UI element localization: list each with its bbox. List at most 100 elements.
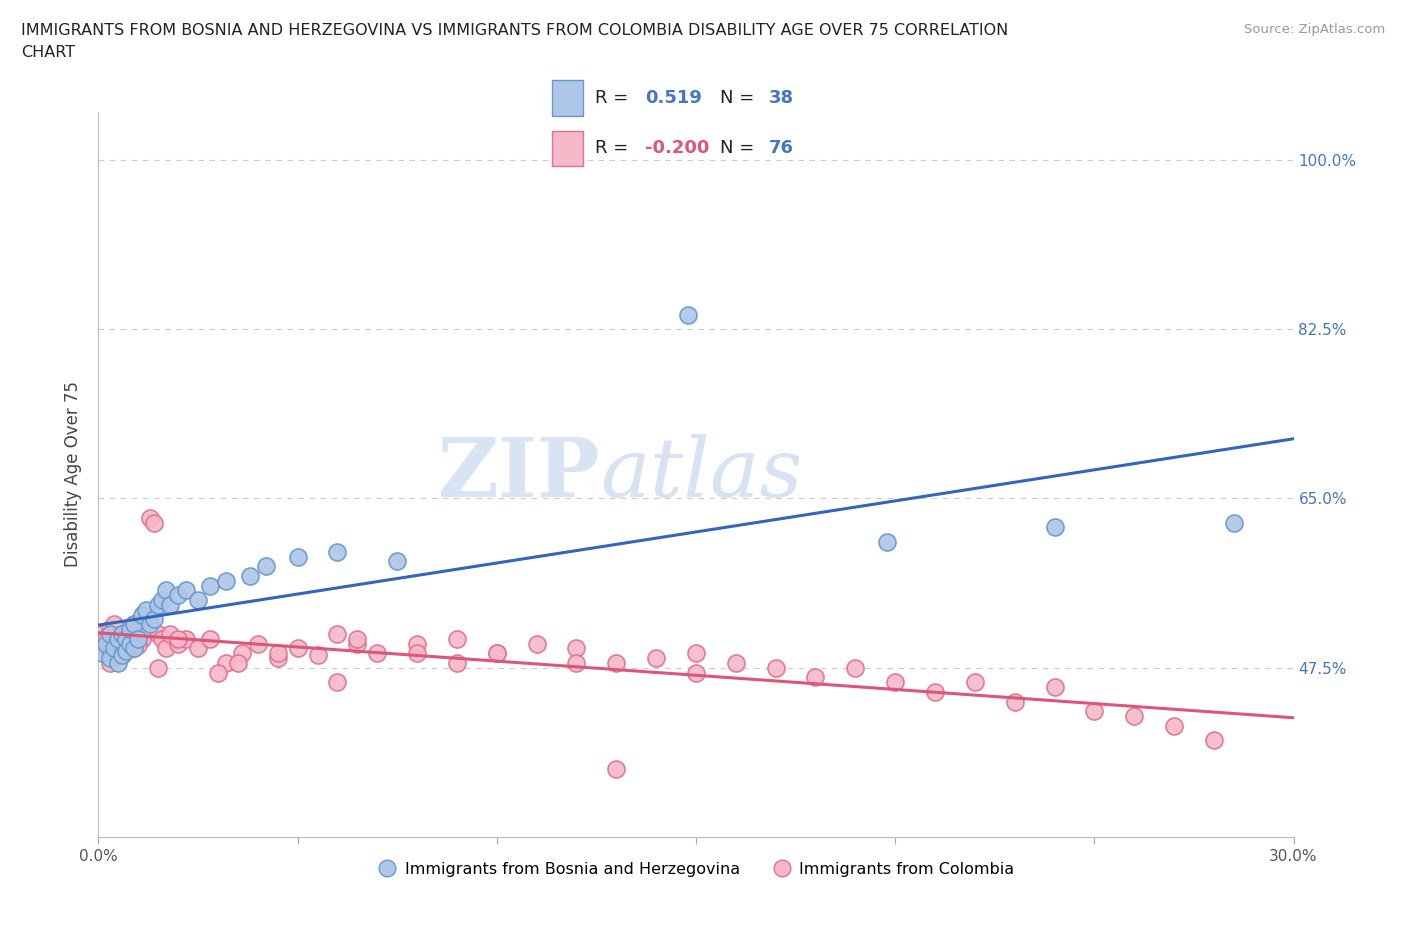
Point [187,641,209,656]
Point [1223,515,1246,530]
Point [174,631,197,646]
Point [287,641,309,656]
Point [103,617,125,631]
Text: CHART: CHART [21,45,75,60]
Point [1083,704,1105,719]
Point [207,665,229,680]
Point [96,641,118,656]
Point [155,641,177,656]
Point [124,617,146,631]
Point [167,636,190,651]
Point [111,647,134,662]
Point [685,665,707,680]
Point [139,617,162,631]
Text: 0.519: 0.519 [645,89,702,107]
Point [115,631,138,646]
Point [107,656,129,671]
Point [1163,718,1185,733]
Point [187,592,209,607]
Point [135,603,157,618]
Point [226,656,249,671]
Point [804,670,827,684]
Point [131,607,153,622]
Point [565,656,588,671]
Point [346,636,368,651]
Point [91,645,114,660]
Point [124,641,146,656]
Point [198,631,221,646]
Point [724,656,747,671]
Point [565,641,588,656]
Point [526,636,548,651]
Point [765,660,787,675]
Point [231,645,253,660]
Point [174,583,197,598]
Point [150,631,173,646]
Point [98,621,122,636]
Text: 38: 38 [769,89,794,107]
Point [107,631,129,646]
Point [120,621,142,636]
Point [120,636,142,651]
Point [103,641,125,656]
Point [246,636,269,651]
Legend: Immigrants from Bosnia and Herzegovina, Immigrants from Colombia: Immigrants from Bosnia and Herzegovina, … [371,856,1021,884]
Point [215,656,238,671]
Point [605,762,627,777]
Point [127,638,149,653]
Point [1004,694,1026,709]
Point [115,641,138,656]
Point [254,559,277,574]
Point [155,583,177,598]
Bar [551,81,582,115]
Point [239,568,262,583]
Text: -0.200: -0.200 [645,140,709,157]
Point [267,645,290,660]
Point [127,627,149,642]
Point [645,651,668,666]
Text: 76: 76 [769,140,793,157]
Point [143,612,166,627]
Text: Source: ZipAtlas.com: Source: ZipAtlas.com [1244,23,1385,36]
Point [98,627,122,642]
Point [1043,520,1066,535]
Point [124,617,146,631]
Point [148,597,170,612]
Point [148,660,170,675]
Point [963,675,986,690]
Point [1043,680,1066,695]
Text: N =: N = [720,89,755,107]
Point [307,647,329,662]
Point [91,627,114,642]
Text: R =: R = [595,89,628,107]
Point [96,636,118,651]
Point [446,631,468,646]
Point [876,535,898,550]
Point [143,515,166,530]
Text: R =: R = [595,140,628,157]
Point [1123,709,1146,724]
Point [685,645,707,660]
Bar [551,131,582,166]
Point [115,631,138,646]
Point [406,645,429,660]
Point [159,627,181,642]
Point [1202,733,1225,748]
Point [287,549,309,564]
Point [148,627,170,642]
Point [844,660,866,675]
Point [115,644,138,658]
Point [139,511,162,525]
Point [107,641,129,656]
Point [120,627,142,642]
Point [267,651,290,666]
Point [346,631,368,646]
Point [884,675,907,690]
Text: atlas: atlas [600,434,803,514]
Point [103,636,125,651]
Point [111,627,134,642]
Point [485,645,508,660]
Point [198,578,221,593]
Point [326,675,349,690]
Point [385,554,409,569]
